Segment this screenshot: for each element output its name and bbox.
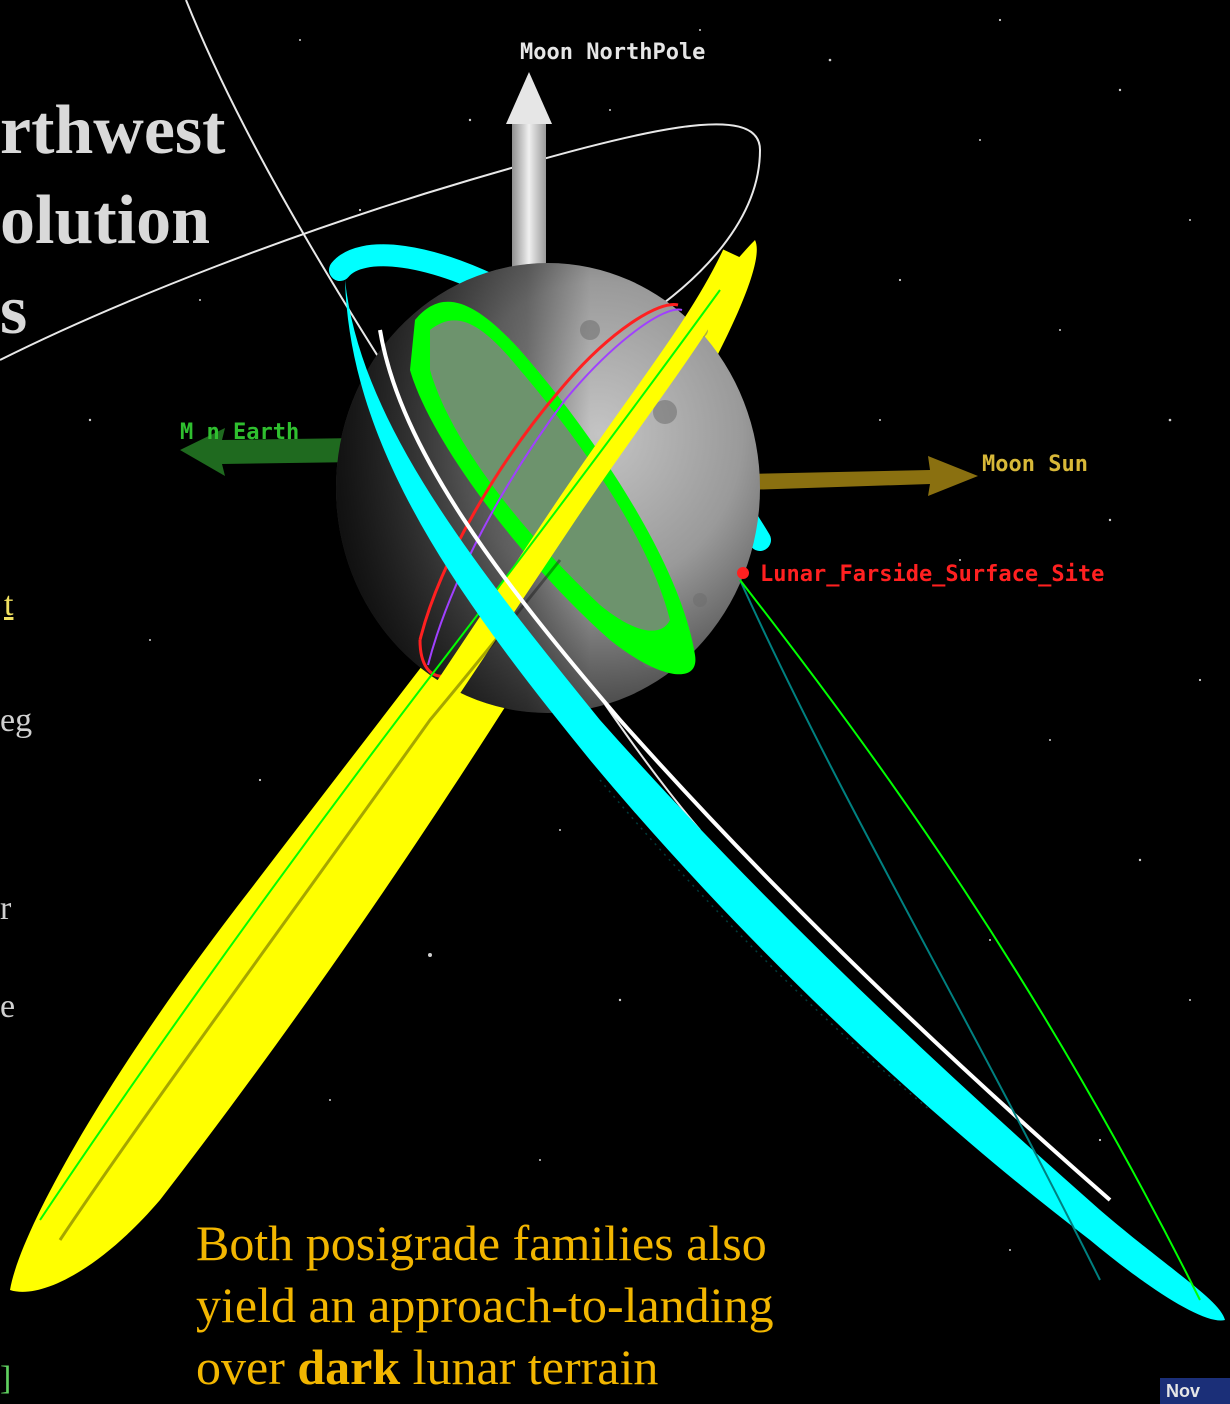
left-fragment-4: ]	[0, 1360, 12, 1397]
cyan-orbit-family	[345, 280, 1225, 1321]
slide-caption: Both posigrade families also yield an ap…	[196, 1212, 916, 1398]
farside-site-label: Lunar_Farside_Surface_Site	[760, 562, 1105, 587]
moon-sun-vector	[745, 456, 978, 496]
caption-line-3: over dark lunar terrain	[196, 1339, 659, 1395]
slide-title-line-3: s	[0, 272, 28, 349]
left-fragment-2: r	[0, 890, 12, 927]
left-fragment-3: e	[0, 988, 16, 1025]
moon-northpole-label: Moon NorthPole	[520, 40, 706, 65]
farside-site-marker[interactable]	[737, 567, 749, 579]
moon-northpole-vector	[506, 72, 552, 290]
caption-line-2: yield an approach-to-landing	[196, 1277, 774, 1333]
star-field	[88, 18, 1202, 1251]
left-fragment-link[interactable]: t	[4, 586, 14, 623]
caption-line-1: Both posigrade families also	[196, 1215, 767, 1271]
left-fragment-1: eg	[0, 702, 33, 739]
slide-title-line-1: rthwest	[0, 92, 226, 169]
moon-earth-vector	[180, 428, 360, 476]
timeline-date-tag[interactable]: Nov	[1160, 1378, 1230, 1404]
moon-earth-label: M n Earth	[180, 420, 300, 445]
low-orbit-band	[410, 301, 696, 678]
caption-emphasis: dark	[297, 1339, 401, 1395]
moon-sun-label: Moon Sun	[982, 452, 1088, 477]
slide-title-line-2: olution	[0, 182, 211, 259]
